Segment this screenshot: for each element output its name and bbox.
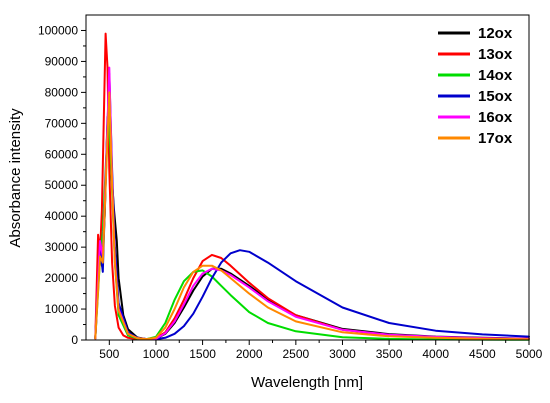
legend-label-13ox: 13ox [478, 46, 513, 63]
x-tick-label: 1000 [143, 347, 170, 361]
series-line-12ox [94, 113, 530, 341]
series-line-13ox [94, 32, 530, 341]
x-tick-label: 4500 [469, 347, 496, 361]
x-tick-label: 3000 [329, 347, 356, 361]
legend-label-17ox: 17ox [478, 130, 513, 147]
x-tick-label: 1500 [189, 347, 216, 361]
y-tick-label: 10000 [45, 302, 79, 316]
y-tick-label: 30000 [45, 240, 79, 254]
x-tick-label: 2500 [282, 347, 309, 361]
x-tick-label: 500 [99, 347, 119, 361]
legend-label-15ox: 15ox [478, 88, 513, 105]
y-tick-label: 50000 [45, 178, 79, 192]
y-tick-label: 70000 [45, 116, 79, 130]
legend-label-12ox: 12ox [478, 25, 513, 42]
y-tick-label: 100000 [38, 23, 78, 37]
y-tick-label: 60000 [45, 147, 79, 161]
legend-label-16ox: 16ox [478, 109, 513, 126]
x-tick-label: 2000 [236, 347, 263, 361]
y-tick-label: 80000 [45, 85, 79, 99]
x-axis: 500 1000 1500 2000 2500 3000 3500 4000 4500 5000 [99, 340, 543, 361]
x-tick-label: 3500 [376, 347, 403, 361]
series-line-15ox [94, 72, 530, 341]
x-axis-title: Wavelength [nm] [251, 374, 363, 391]
plot-lines [94, 32, 530, 341]
y-tick-label: 40000 [45, 209, 79, 223]
y-axis: 0 10000 20000 30000 40000 50000 60000 70000 8000… [38, 23, 86, 347]
x-tick-label: 4000 [422, 347, 449, 361]
y-tick-label: 20000 [45, 271, 79, 285]
y-axis-title: Absorbance intensity [7, 108, 24, 248]
series-line-17ox [94, 91, 530, 341]
series-line-14ox [94, 106, 530, 341]
legend-label-14ox: 14ox [478, 67, 513, 84]
series-line-16ox [94, 66, 530, 341]
y-tick-label: 90000 [45, 54, 79, 68]
x-tick-label: 5000 [516, 347, 543, 361]
plot-frame [85, 14, 530, 341]
legend: 12ox 13ox 14ox 15ox 16ox 17ox [438, 25, 513, 147]
y-tick-label: 0 [71, 333, 78, 347]
